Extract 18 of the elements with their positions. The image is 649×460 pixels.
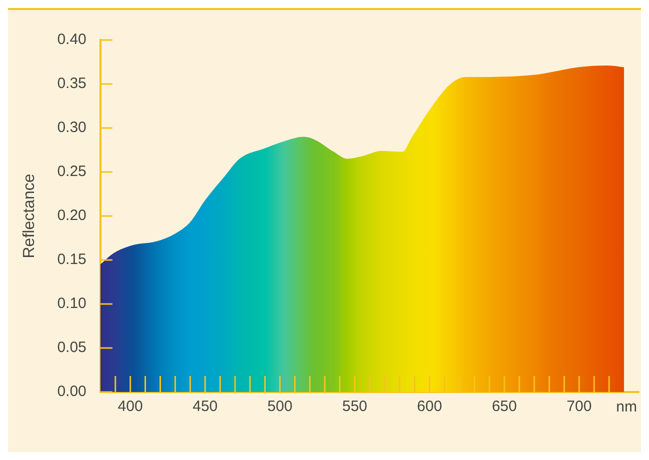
- x-tick-label: 400: [118, 398, 143, 416]
- y-tick-label: 0.40: [57, 31, 86, 48]
- x-tick-label: 700: [566, 398, 592, 416]
- y-tick-label: 0.05: [57, 339, 86, 356]
- y-tick-label: 0.30: [57, 119, 86, 136]
- x-tick-label: 550: [342, 398, 368, 416]
- y-tick-label: 0.20: [57, 207, 86, 224]
- x-tick-label: 450: [192, 398, 218, 416]
- y-tick-label: 0.15: [57, 251, 86, 268]
- y-tick-label: 0.00: [57, 383, 86, 400]
- x-tick-label: 600: [417, 398, 442, 416]
- y-tick-label: 0.25: [57, 163, 86, 180]
- y-axis-title: Reflectance: [21, 174, 38, 258]
- x-tick-label: 650: [492, 398, 517, 416]
- y-tick-label: 0.10: [57, 295, 86, 312]
- y-tick-label: 0.35: [57, 75, 86, 92]
- x-axis-title: nm: [616, 398, 637, 416]
- x-tick-label: 500: [267, 398, 292, 416]
